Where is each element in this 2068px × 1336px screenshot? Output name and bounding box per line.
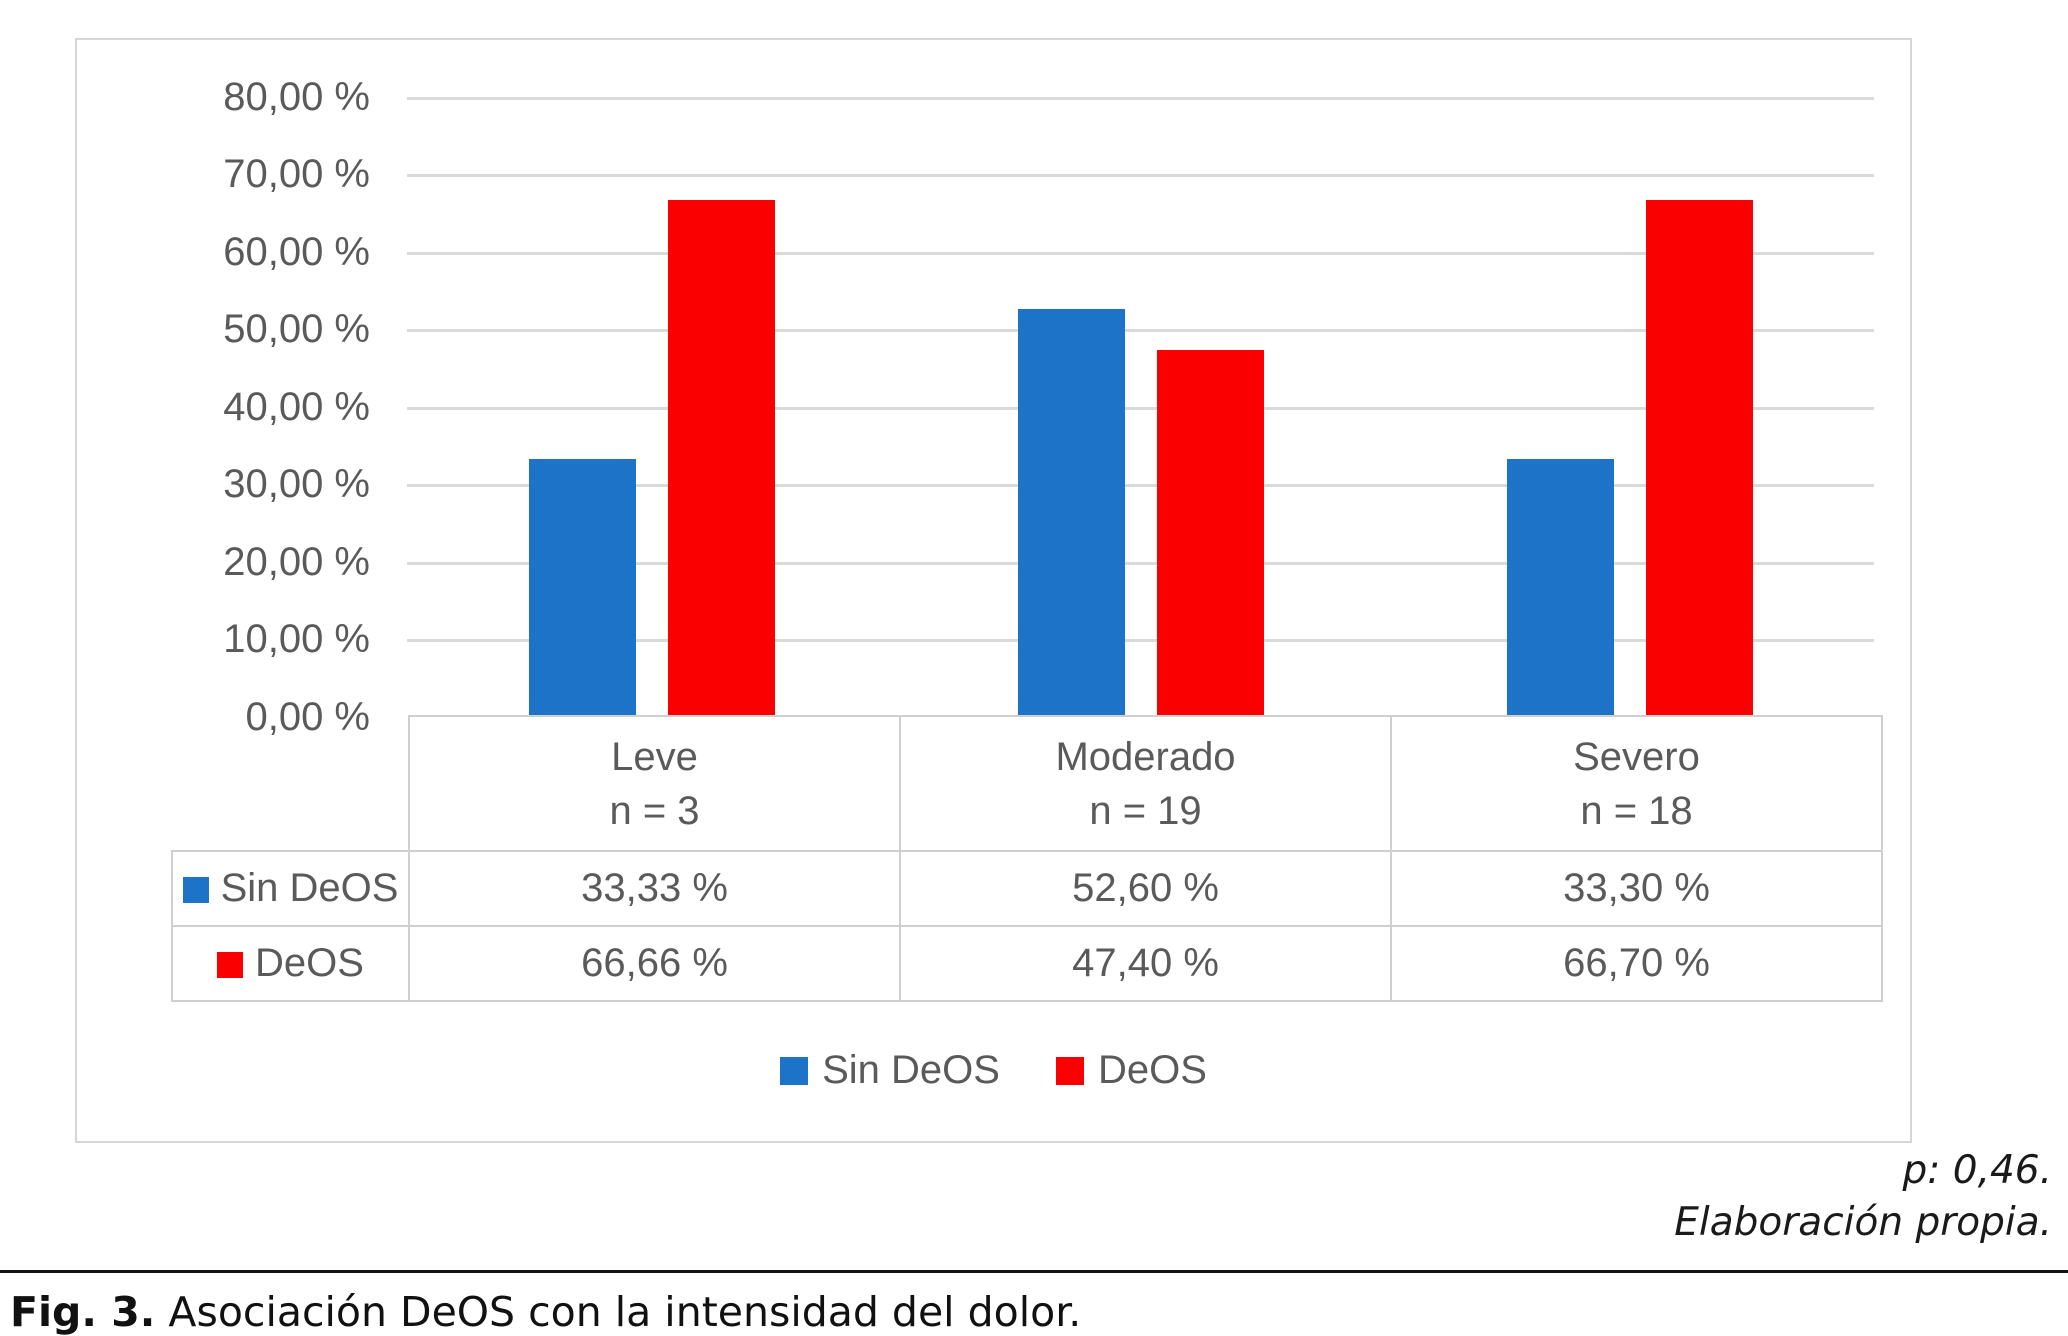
gridline-30	[407, 484, 1874, 487]
y-tick-30: 30,00 %	[223, 462, 370, 506]
bar-deos-severo	[1645, 200, 1753, 717]
header-moderado: Moderado n = 19	[899, 715, 1392, 852]
gridline-60	[407, 252, 1874, 255]
y-tick-70: 70,00 %	[223, 152, 370, 196]
source-note: Elaboración propia.	[1674, 1200, 2052, 1245]
deos-swatch-icon	[217, 952, 244, 978]
legend-sin-deos-swatch-icon	[780, 1056, 809, 1085]
category-label: Severo	[1573, 734, 1700, 779]
value-sin-deos-leve: 33,33 %	[408, 850, 901, 927]
category-n-label: n = 3	[609, 788, 700, 833]
figure-number: Fig. 3.	[10, 1288, 156, 1336]
value-deos-leve: 66,66 %	[408, 925, 901, 1002]
figure-caption: Fig. 3. Asociación DeOS con la intensida…	[10, 1288, 1081, 1336]
category-severo-bars	[1385, 97, 1874, 717]
gridline-50	[407, 329, 1874, 332]
y-tick-60: 60,00 %	[223, 230, 370, 274]
value-sin-deos-severo: 33,30 %	[1390, 850, 1883, 927]
category-label: Moderado	[1055, 734, 1236, 779]
figure-caption-text: Asociación DeOS con la intensidad del do…	[155, 1288, 1082, 1336]
category-moderado-bars	[896, 97, 1385, 717]
legend-label: Sin DeOS	[822, 1048, 1000, 1092]
table-row-sin-deos: Sin DeOS 33,33 % 52,60 % 33,30 %	[171, 850, 1883, 927]
series-name: DeOS	[255, 941, 364, 985]
category-leve-bars	[407, 97, 896, 717]
legend-item-sin-deos: Sin DeOS	[780, 1048, 1000, 1093]
plot-area	[407, 97, 1874, 717]
gridline-40	[407, 407, 1874, 410]
category-n-label: n = 19	[1089, 788, 1202, 833]
bar-deos-leve	[667, 200, 775, 717]
bar-sin-deos-moderado	[1017, 309, 1125, 717]
table-header-row: Leve n = 3 Moderado n = 19 Severo n = 18	[172, 715, 1883, 852]
chart-legend: Sin DeOS DeOS	[77, 1048, 1910, 1093]
y-tick-0: 0,00 %	[245, 695, 370, 739]
table-corner-cell	[172, 716, 409, 851]
data-table: Leve n = 3 Moderado n = 19 Severo n = 18…	[171, 715, 1883, 1002]
row-label-deos: DeOS	[171, 925, 410, 1002]
legend-deos-swatch-icon	[1055, 1056, 1084, 1085]
table-row-deos: DeOS 66,66 % 47,40 % 66,70 %	[171, 925, 1883, 1002]
row-label-sin-deos: Sin DeOS	[171, 850, 410, 927]
y-tick-10: 10,00 %	[223, 617, 370, 661]
y-tick-50: 50,00 %	[223, 307, 370, 351]
value-deos-severo: 66,70 %	[1390, 925, 1883, 1002]
value-deos-moderado: 47,40 %	[899, 925, 1392, 1002]
gridline-10	[407, 639, 1874, 642]
p-value-note: p: 0,46.	[1902, 1148, 2052, 1193]
series-name: Sin DeOS	[220, 866, 399, 910]
value-sin-deos-moderado: 52,60 %	[899, 850, 1392, 927]
gridline-20	[407, 562, 1874, 565]
category-n-label: n = 18	[1580, 788, 1693, 833]
y-tick-40: 40,00 %	[223, 385, 370, 429]
header-severo: Severo n = 18	[1390, 715, 1883, 852]
bar-sin-deos-leve	[528, 458, 636, 717]
y-tick-80: 80,00 %	[223, 75, 370, 119]
header-leve: Leve n = 3	[408, 715, 901, 852]
bar-deos-moderado	[1156, 349, 1264, 717]
y-tick-20: 20,00 %	[223, 540, 370, 584]
gridline-80	[407, 97, 1874, 100]
category-label: Leve	[611, 734, 698, 779]
bar-sin-deos-severo	[1506, 458, 1614, 717]
chart-frame: 80,00 % 70,00 % 60,00 % 50,00 % 40,00 % …	[75, 38, 1912, 1143]
sin-deos-swatch-icon	[182, 877, 209, 903]
caption-divider	[0, 1270, 2068, 1273]
legend-label: DeOS	[1097, 1048, 1207, 1092]
gridline-70	[407, 174, 1874, 177]
legend-item-deos: DeOS	[1055, 1048, 1207, 1093]
